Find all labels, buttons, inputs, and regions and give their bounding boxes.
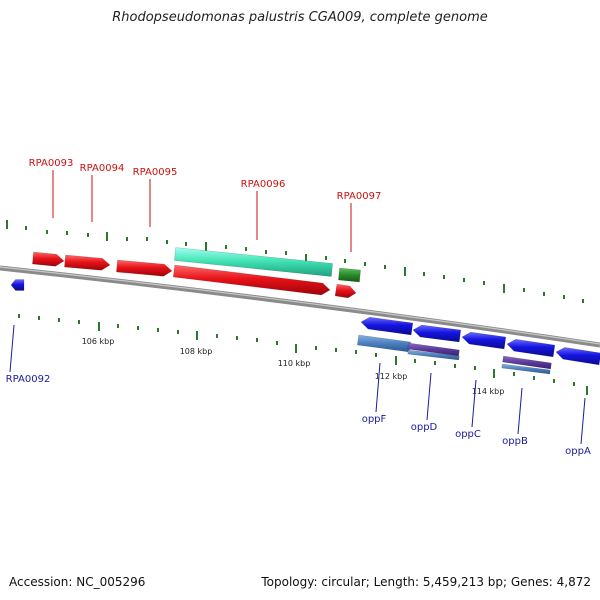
genome-backbone-highlight: [0, 266, 600, 345]
gene-arrow-oppD: [412, 324, 462, 343]
reverse-strand-genes: [10, 279, 600, 375]
gene-label-RPA0092: RPA0092: [6, 374, 51, 385]
reverse-strand-ticks: [18, 314, 588, 395]
leader-oppD: [426, 372, 432, 421]
gene-label-oppD: oppD: [411, 422, 438, 433]
label-leader-lines: [9, 170, 586, 445]
gene-cds-oppB-2: [501, 363, 551, 375]
gene-label-oppA: oppA: [565, 446, 591, 457]
leader-oppC: [471, 379, 477, 428]
gene-arrow-RPA0093: [32, 251, 65, 267]
leader-oppA: [580, 397, 586, 445]
map-title: Rhodopseudomonas palustris CGA009, compl…: [112, 10, 488, 25]
gene-cds-oppD-2: [407, 349, 460, 361]
gene-arrow-oppA: [555, 347, 600, 366]
gene-arrow-RPA0095: [116, 259, 173, 277]
accession-text: Accession: NC_005296: [9, 575, 146, 589]
genome-stats-text: Topology: circular; Length: 5,459,213 bp…: [261, 575, 591, 589]
gene-arrow-oppC: [461, 331, 507, 350]
scale-label-0: 106 kbp: [82, 337, 115, 346]
leader-RPA0092: [9, 324, 15, 373]
gene-arrow-oppF: [360, 316, 414, 336]
gene-cds-RPA0096: [174, 247, 333, 277]
leader-oppF: [375, 362, 381, 413]
leader-oppB: [517, 387, 523, 435]
scale-labels: 106 kbp 108 kbp 110 kbp 112 kbp 114 kbp: [82, 337, 505, 396]
gene-labels: RPA0093 RPA0094 RPA0095 RPA0096 RPA0097 RPA00…: [6, 158, 591, 457]
scale-label-2: 110 kbp: [278, 359, 311, 368]
gene-label-oppC: oppC: [455, 429, 481, 440]
gene-label-RPA0097: RPA0097: [337, 191, 382, 202]
forward-strand-genes: [32, 247, 361, 299]
gene-label-RPA0093: RPA0093: [29, 158, 74, 169]
gene-label-RPA0094: RPA0094: [80, 163, 125, 174]
gene-label-RPA0096: RPA0096: [241, 179, 286, 190]
scale-label-3: 112 kbp: [375, 372, 408, 381]
gene-feature-RPA0097: [338, 267, 361, 283]
gene-arrow-oppB: [506, 338, 556, 358]
gene-arrow-RPA0097: [334, 283, 357, 299]
gene-label-oppF: oppF: [362, 414, 387, 425]
scale-label-1: 108 kbp: [180, 347, 213, 356]
gene-cds-oppF: [357, 334, 411, 353]
gene-label-RPA0095: RPA0095: [133, 167, 178, 178]
gene-arrow-RPA0092: [10, 279, 25, 291]
scale-label-4: 114 kbp: [472, 387, 505, 396]
genome-backbone: [0, 265, 600, 348]
gene-label-oppB: oppB: [502, 436, 528, 447]
gene-cds-oppB: [502, 355, 552, 370]
gene-arrow-RPA0094: [64, 254, 111, 271]
gene-arrow-RPA0096: [172, 264, 331, 296]
